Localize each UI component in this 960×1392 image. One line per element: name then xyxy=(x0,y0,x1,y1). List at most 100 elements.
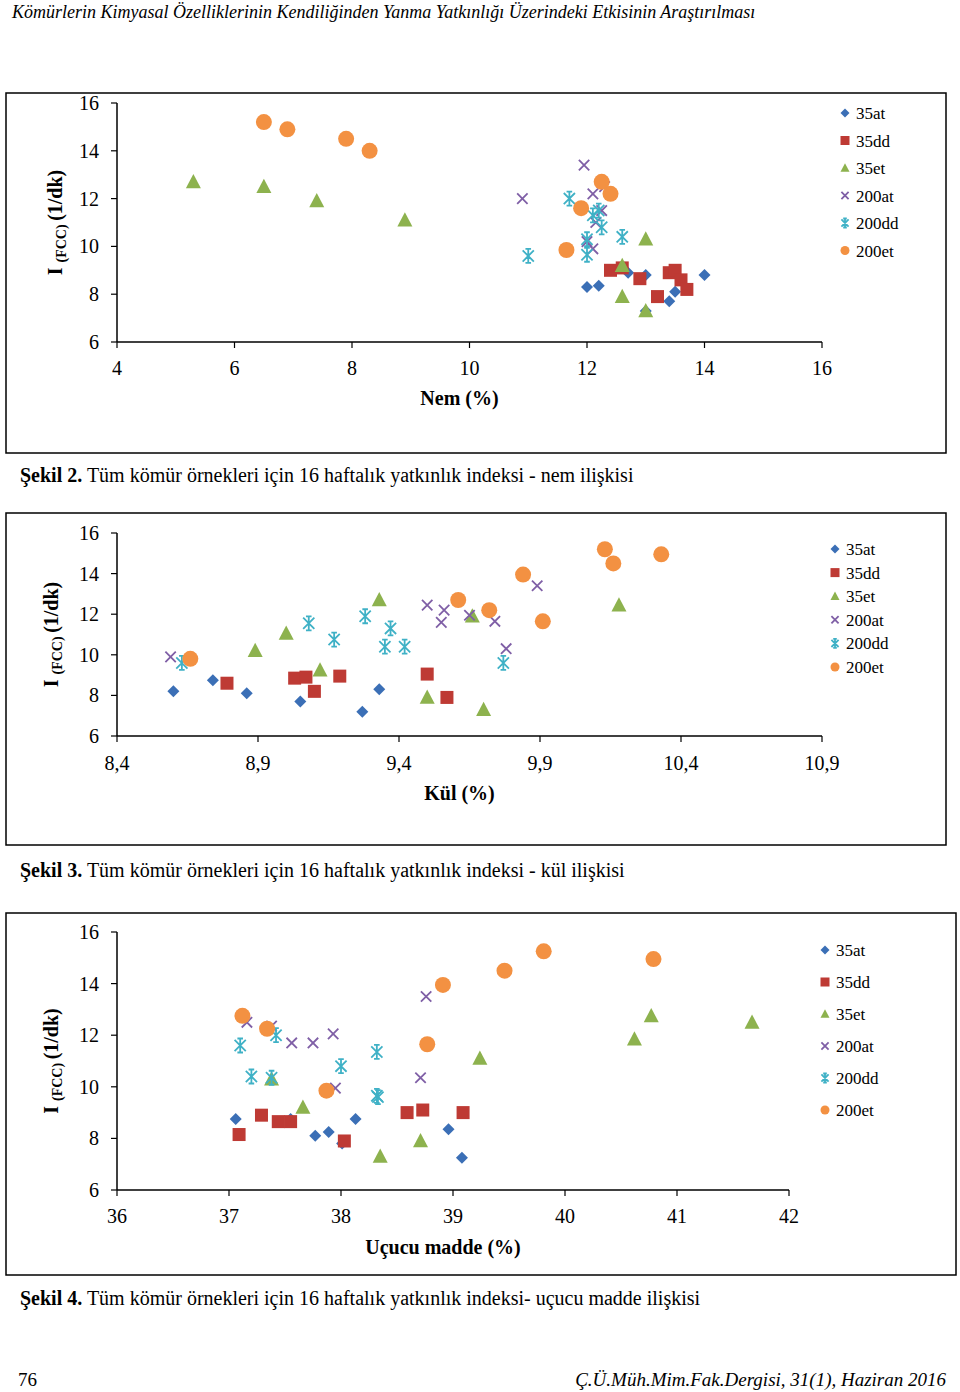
point xyxy=(457,1106,470,1119)
series xyxy=(581,267,711,317)
point xyxy=(419,1036,435,1052)
point xyxy=(235,1039,246,1053)
legend-marker xyxy=(841,136,850,145)
point xyxy=(663,295,675,307)
series xyxy=(233,1104,470,1148)
y-tick xyxy=(111,1086,117,1087)
point xyxy=(350,1113,362,1125)
x-tick-label: 9,4 xyxy=(387,752,412,774)
y-tick-label: 14 xyxy=(79,973,99,995)
x-tick-label: 16 xyxy=(812,357,832,379)
point xyxy=(581,281,593,293)
x-tick xyxy=(116,1190,117,1196)
point xyxy=(416,1104,429,1117)
point xyxy=(443,1123,455,1135)
series xyxy=(167,674,385,717)
point xyxy=(436,617,446,627)
point xyxy=(501,644,511,654)
x-tick-label: 41 xyxy=(667,1205,687,1227)
page: Kömürlerin Kimyasal Özelliklerinin Kendi… xyxy=(0,0,960,1392)
legend-label: 200at xyxy=(836,1037,874,1056)
x-tick-label: 10,4 xyxy=(664,752,699,774)
point xyxy=(241,687,253,699)
point xyxy=(266,1071,277,1085)
point xyxy=(230,1113,242,1125)
legend-marker xyxy=(841,109,850,118)
x-tick xyxy=(680,736,681,742)
legend-label: 35dd xyxy=(846,564,881,583)
point xyxy=(309,1130,321,1142)
chart-frame xyxy=(6,93,946,453)
y-tick-label: 8 xyxy=(89,684,99,706)
y-axis xyxy=(116,103,118,342)
y-tick-label: 10 xyxy=(79,1076,99,1098)
point xyxy=(558,242,574,258)
point xyxy=(581,248,592,262)
legend-marker xyxy=(841,163,850,172)
point xyxy=(167,685,179,697)
chart-frame xyxy=(6,513,946,845)
point xyxy=(633,272,646,285)
point xyxy=(256,114,272,130)
series xyxy=(264,1008,759,1163)
point xyxy=(588,189,598,199)
x-tick xyxy=(821,736,822,742)
caption: Şekil 2. Tüm kömür örnekleri için 16 haf… xyxy=(20,464,634,487)
y-tick-label: 12 xyxy=(79,188,99,210)
point xyxy=(272,1115,285,1128)
point xyxy=(472,1051,487,1065)
series xyxy=(182,541,669,667)
point xyxy=(287,1038,297,1048)
chart: 681012141646810121416Nem (%)I (FCC) (1/d… xyxy=(6,92,946,487)
point xyxy=(581,232,592,246)
point xyxy=(303,616,314,630)
point xyxy=(450,592,466,608)
legend-marker xyxy=(821,946,830,955)
legend-label: 35at xyxy=(856,104,886,123)
point xyxy=(573,200,589,216)
point xyxy=(333,670,346,683)
series xyxy=(186,174,653,317)
legend-marker xyxy=(831,591,840,600)
header: Kömürlerin Kimyasal Özelliklerinin Kendi… xyxy=(11,2,755,22)
point xyxy=(335,1059,346,1073)
point xyxy=(536,943,552,959)
y-tick xyxy=(111,532,117,533)
point xyxy=(604,264,617,277)
background xyxy=(0,0,960,1392)
point xyxy=(259,1021,275,1037)
x-axis-label: Nem (%) xyxy=(420,387,498,410)
point xyxy=(645,951,661,967)
point xyxy=(627,1031,642,1045)
point xyxy=(284,1115,297,1128)
x-tick-label: 38 xyxy=(331,1205,351,1227)
point xyxy=(220,677,233,690)
point xyxy=(464,610,474,620)
point xyxy=(605,555,621,571)
point xyxy=(535,613,551,629)
point xyxy=(597,541,613,557)
y-tick xyxy=(111,735,117,736)
legend-marker xyxy=(831,568,840,577)
y-tick-label: 10 xyxy=(79,644,99,666)
point xyxy=(422,600,432,610)
legend-marker xyxy=(821,978,830,987)
point xyxy=(680,283,693,296)
caption: Şekil 3. Tüm kömür örnekleri için 16 haf… xyxy=(20,859,625,882)
y-tick xyxy=(111,931,117,932)
series xyxy=(517,160,610,254)
y-tick-label: 16 xyxy=(79,92,99,114)
point xyxy=(371,1045,382,1059)
point xyxy=(435,977,451,993)
legend-marker xyxy=(821,1042,828,1049)
series xyxy=(248,592,627,716)
point xyxy=(644,1008,659,1022)
point xyxy=(373,683,385,695)
y-tick-label: 10 xyxy=(79,235,99,257)
x-tick xyxy=(788,1190,789,1196)
x-axis-label: Kül (%) xyxy=(424,782,495,805)
y-axis xyxy=(116,932,118,1190)
x-tick-label: 37 xyxy=(219,1205,239,1227)
legend-label: 200dd xyxy=(846,634,889,653)
point xyxy=(465,608,480,622)
